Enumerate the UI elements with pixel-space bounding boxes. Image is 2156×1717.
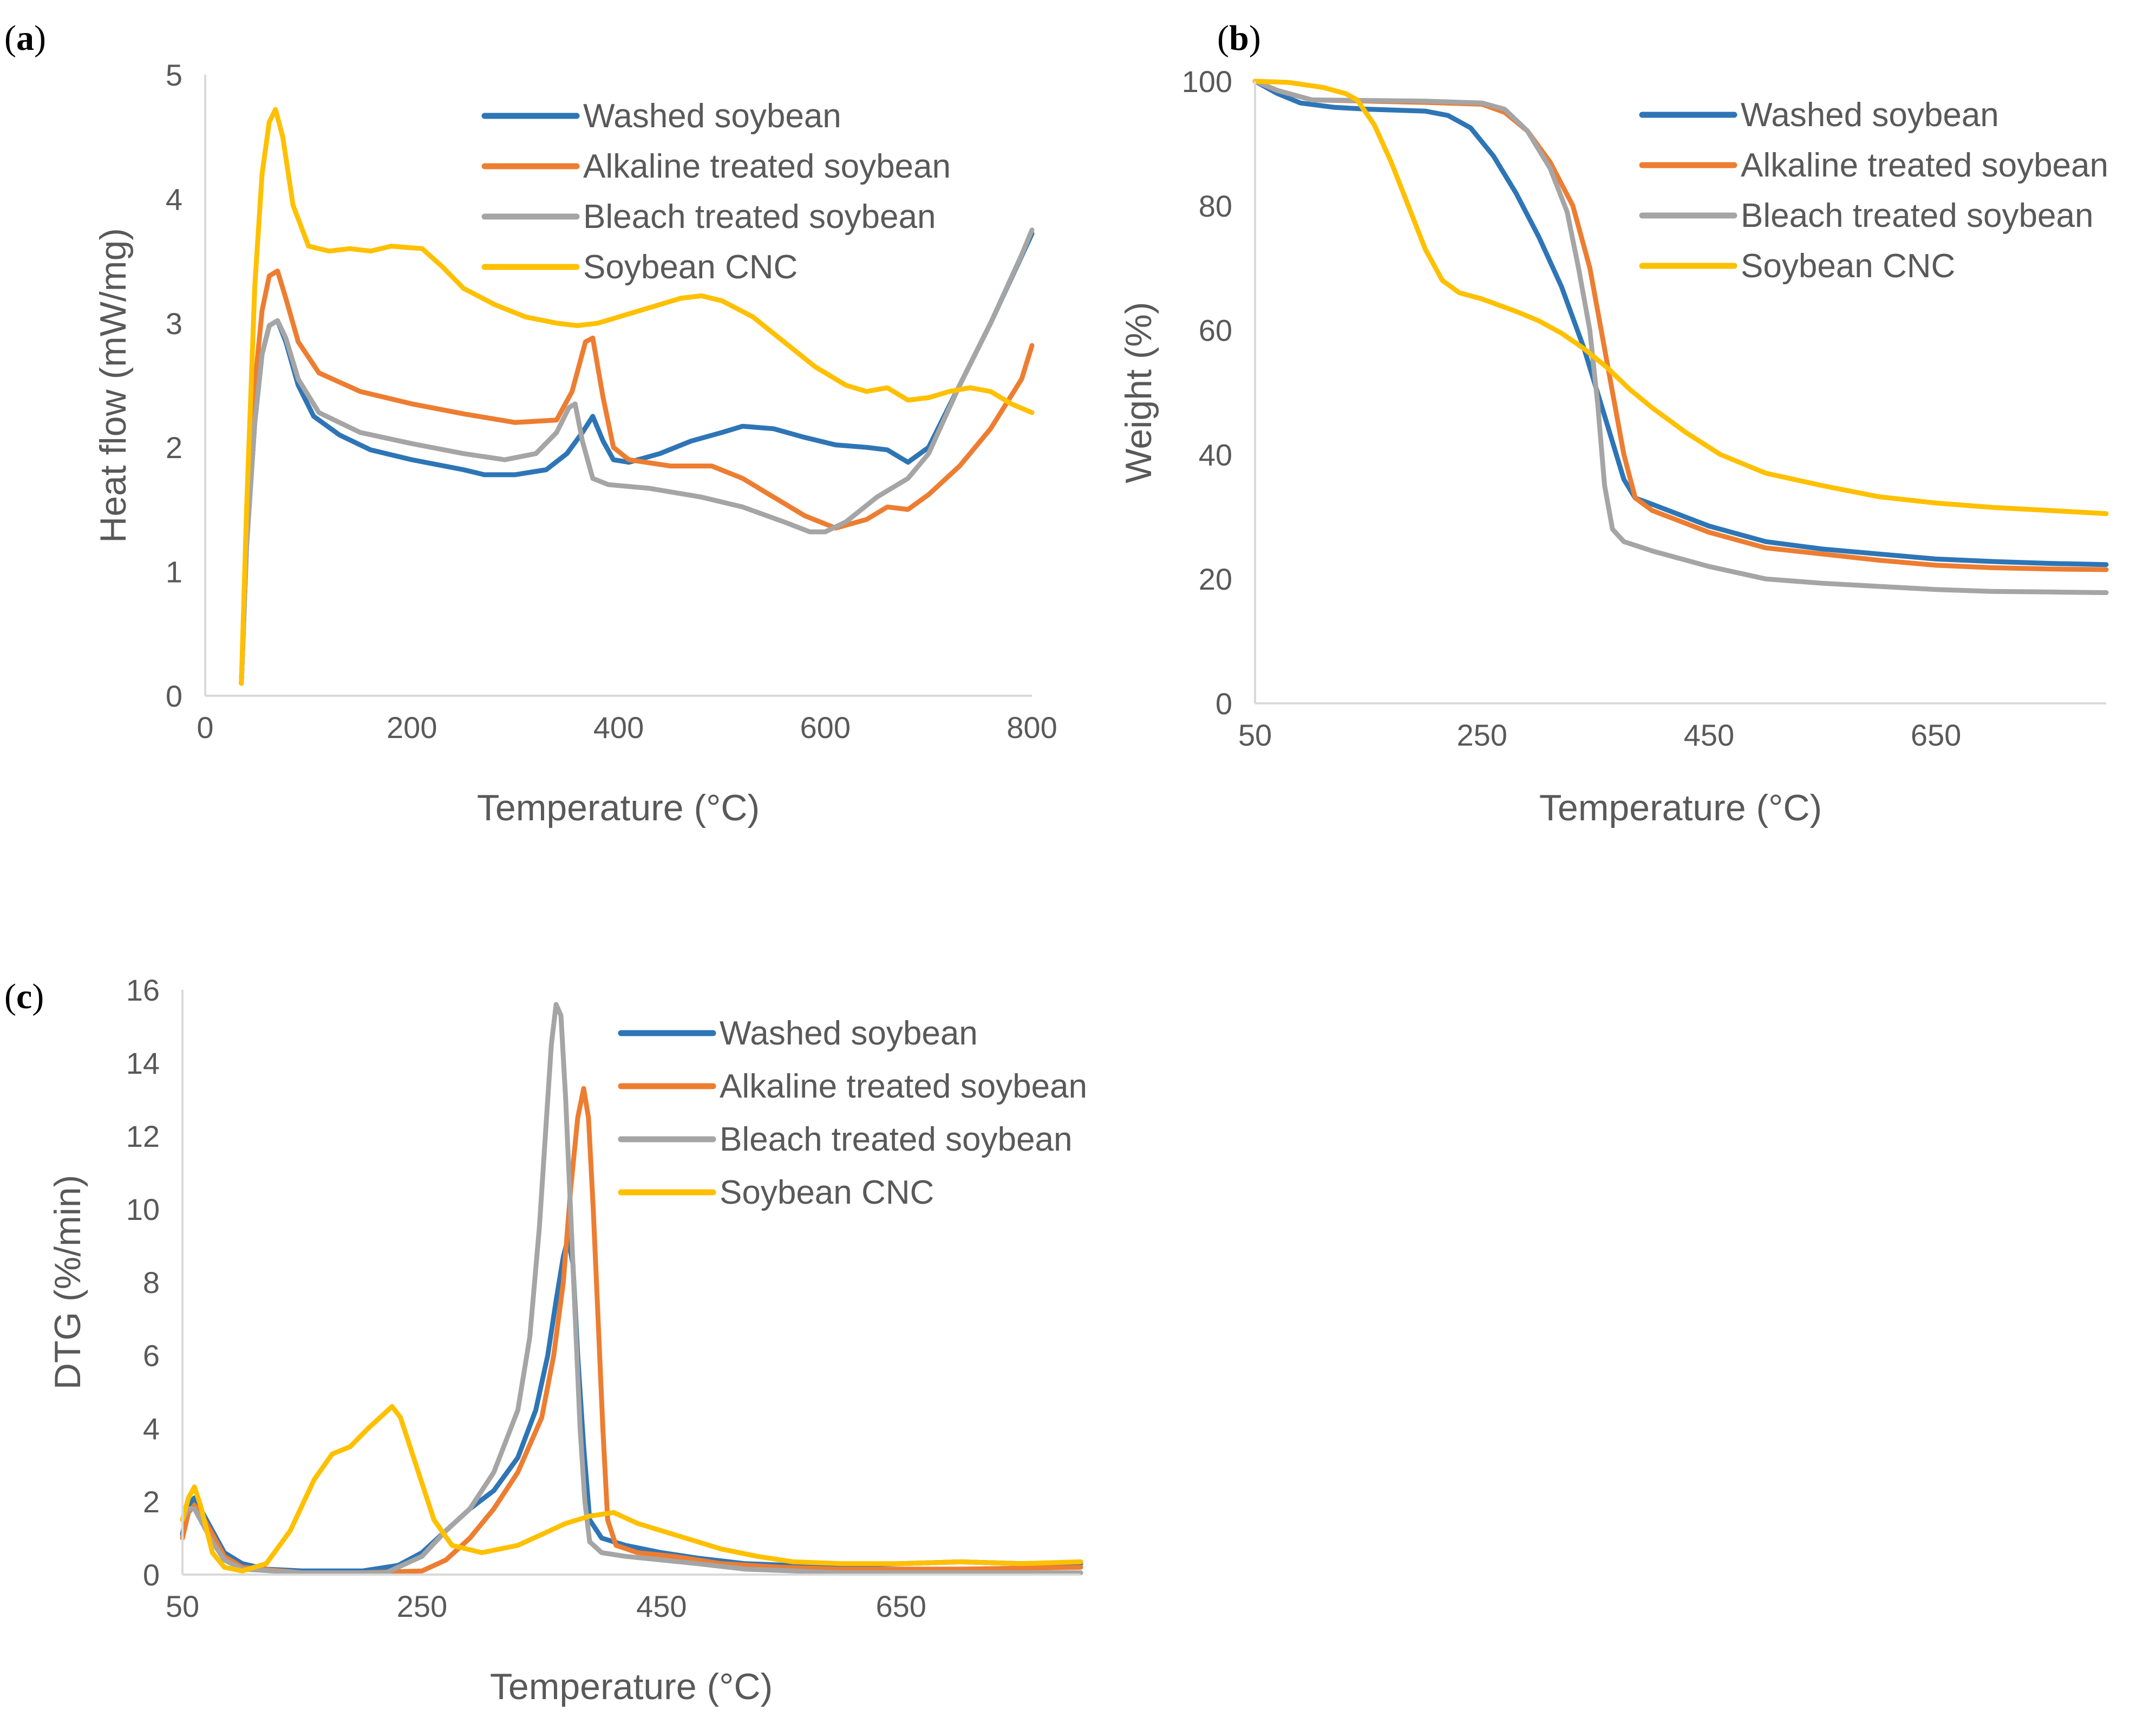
legend-label-a-2: Bleach treated soybean	[583, 198, 936, 236]
y-tick-label-c: 6	[143, 1339, 160, 1373]
series-line-b-2	[1252, 79, 2109, 595]
series-line-c-3	[180, 1404, 1083, 1574]
x-tick-label-b: 650	[1911, 718, 1961, 752]
series-line-c-2	[180, 1002, 1083, 1576]
y-tick-label-c: 10	[126, 1192, 160, 1226]
y-tick-label-b: 40	[1199, 438, 1232, 472]
x-axis-title-c: Temperature (°C)	[490, 1666, 773, 1707]
x-tick-label-c: 250	[397, 1589, 447, 1623]
legend-label-b-2: Bleach treated soybean	[1741, 197, 2093, 234]
y-tick-label-a: 0	[166, 679, 182, 713]
y-tick-label-b: 100	[1182, 64, 1232, 99]
x-axis-title-b: Temperature (°C)	[1539, 787, 1822, 828]
chart-panel-a: (a) 0 200 400 600 800 0 1 2 3 4 5 Heat flow (mW/mg…	[4, 18, 1057, 828]
panel-label-c: (c)	[4, 977, 44, 1016]
chart-panel-b: (b) 50 250 450 650 0 20 40 60 80 100 Weight (%) T…	[1118, 18, 2109, 828]
x-tick-label-a: 600	[800, 710, 851, 745]
series-layer-b	[1252, 79, 2109, 595]
legend-label-b-0: Washed soybean	[1741, 96, 1999, 134]
x-tick-label-c: 650	[876, 1589, 926, 1623]
y-tick-label-b: 0	[1216, 687, 1232, 721]
y-axis-title-c: DTG (%/min)	[47, 1175, 88, 1390]
x-tick-label-a: 400	[593, 710, 644, 745]
x-tick-label-a: 200	[387, 710, 437, 745]
y-tick-label-a: 1	[166, 555, 182, 589]
y-tick-label-c: 2	[143, 1485, 160, 1519]
legend-label-c-2: Bleach treated soybean	[720, 1121, 1072, 1158]
y-tick-label-a: 3	[166, 306, 182, 341]
legend-label-a-1: Alkaline treated soybean	[583, 148, 951, 185]
y-tick-label-c: 16	[126, 973, 160, 1007]
legend-label-c-1: Alkaline treated soybean	[720, 1068, 1087, 1105]
legend-label-a-3: Soybean CNC	[583, 249, 798, 286]
y-tick-label-b: 60	[1199, 314, 1232, 348]
legend-label-b-3: Soybean CNC	[1741, 247, 1955, 285]
x-tick-label-b: 250	[1456, 718, 1507, 752]
legend-c: Washed soybean Alkaline treated soybean Bl…	[618, 1015, 1087, 1211]
ticks-layer-a: 0 200 400 600 800 0 1 2 3 4 5	[166, 58, 1057, 745]
y-tick-label-c: 4	[143, 1412, 160, 1446]
y-tick-label-a: 2	[166, 430, 182, 465]
x-tick-label-c: 450	[636, 1589, 687, 1623]
x-tick-label-b: 50	[1238, 718, 1272, 752]
series-line-c-1	[180, 1086, 1083, 1576]
y-tick-label-b: 80	[1199, 189, 1232, 223]
ticks-layer-b: 50 250 450 650 0 20 40 60 80 100	[1182, 64, 1962, 752]
legend-label-b-1: Alkaline treated soybean	[1741, 147, 2108, 184]
y-tick-label-c: 14	[126, 1046, 160, 1080]
series-line-a-2	[239, 227, 1035, 686]
series-layer-c	[180, 1002, 1083, 1576]
legend-label-c-3: Soybean CNC	[720, 1174, 934, 1211]
y-tick-label-c: 8	[143, 1265, 160, 1300]
panel-label-a: (a)	[4, 18, 46, 58]
series-line-b-3	[1252, 79, 2109, 517]
y-axis-title-a: Heat flow (mW/mg)	[93, 228, 134, 543]
chart-panel-c: (c) 50 250 450 650 0 2 4 6 8 10 12 14 16 DTG (%/min)…	[4, 973, 1087, 1707]
series-line-a-1	[239, 269, 1035, 686]
legend-label-c-0: Washed soybean	[720, 1015, 978, 1052]
y-tick-label-a: 5	[166, 58, 182, 92]
x-tick-label-c: 50	[166, 1589, 199, 1623]
y-tick-label-b: 20	[1199, 562, 1232, 596]
legend-b: Washed soybean Alkaline treated soybean Bl…	[1639, 96, 2108, 285]
legend-a: Washed soybean Alkaline treated soybean Bl…	[481, 97, 951, 286]
y-tick-label-c: 0	[143, 1558, 160, 1592]
y-tick-label-a: 4	[166, 182, 182, 216]
legend-label-a-0: Washed soybean	[583, 97, 841, 135]
y-tick-label-c: 12	[126, 1119, 160, 1153]
series-line-a-3	[239, 107, 1035, 686]
x-tick-label-a: 0	[197, 710, 213, 745]
x-tick-label-b: 450	[1684, 718, 1734, 752]
x-tick-label-a: 800	[1007, 710, 1057, 745]
series-layer-a	[239, 107, 1035, 686]
y-axis-title-b: Weight (%)	[1118, 302, 1159, 483]
x-axis-title-a: Temperature (°C)	[477, 787, 760, 828]
panel-label-b: (b)	[1217, 18, 1261, 58]
ticks-layer-c: 50 250 450 650 0 2 4 6 8 10 12 14 16	[126, 973, 926, 1623]
